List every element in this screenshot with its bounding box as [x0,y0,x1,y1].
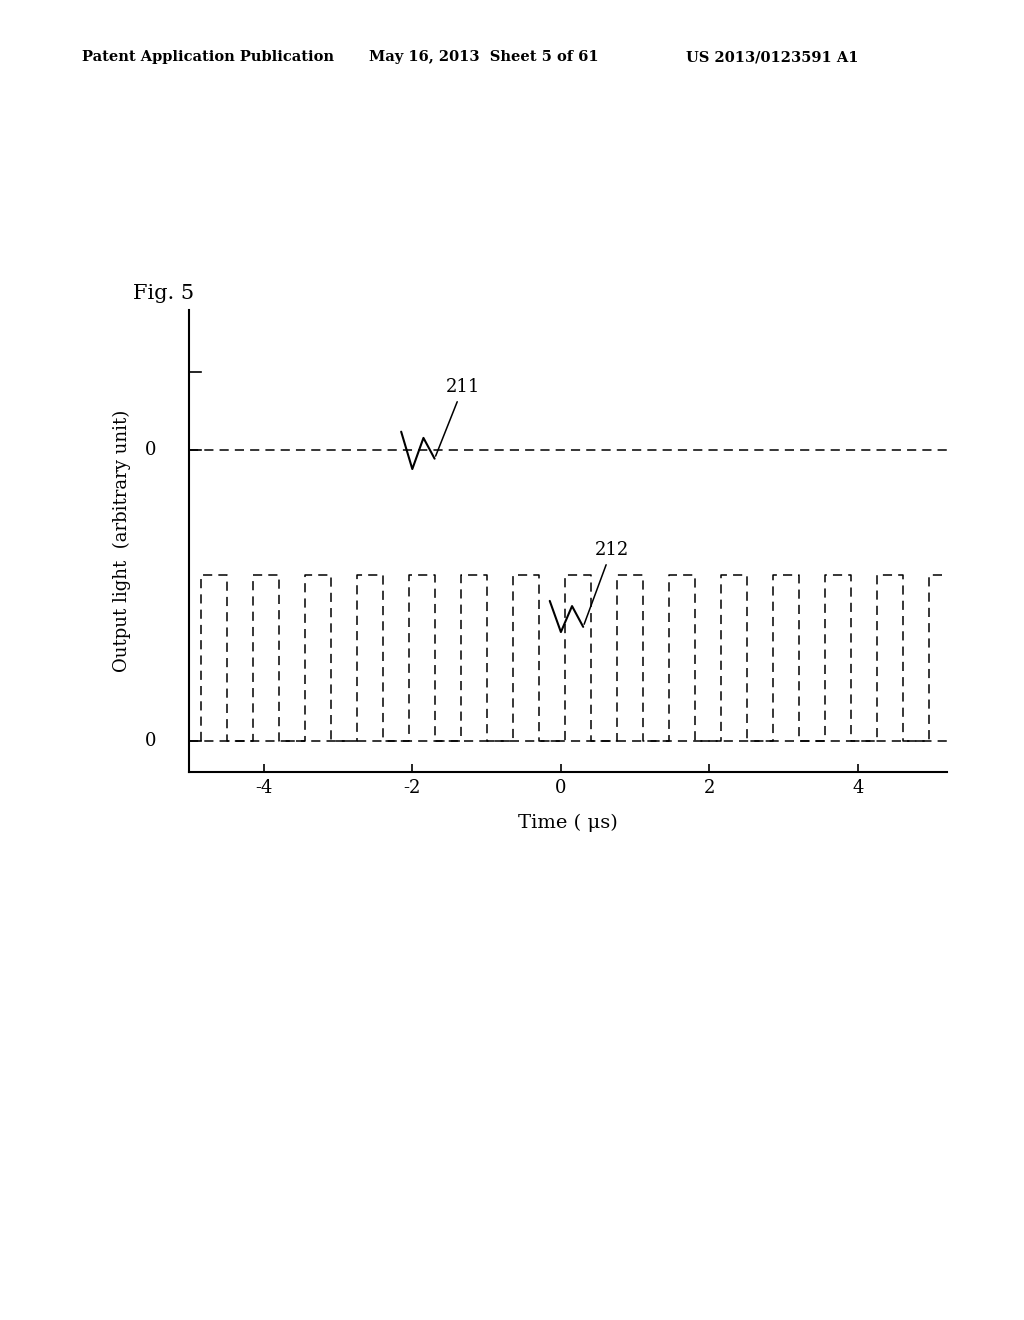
Text: 211: 211 [435,379,480,457]
Text: Fig. 5: Fig. 5 [133,284,195,302]
Y-axis label: Output light  (arbitrary unit): Output light (arbitrary unit) [113,411,131,672]
Text: US 2013/0123591 A1: US 2013/0123591 A1 [686,50,858,65]
Text: 0: 0 [144,441,156,459]
Text: 212: 212 [584,541,629,624]
Text: 0: 0 [144,733,156,750]
Text: May 16, 2013  Sheet 5 of 61: May 16, 2013 Sheet 5 of 61 [369,50,598,65]
Text: Patent Application Publication: Patent Application Publication [82,50,334,65]
X-axis label: Time ( μs): Time ( μs) [518,814,618,832]
